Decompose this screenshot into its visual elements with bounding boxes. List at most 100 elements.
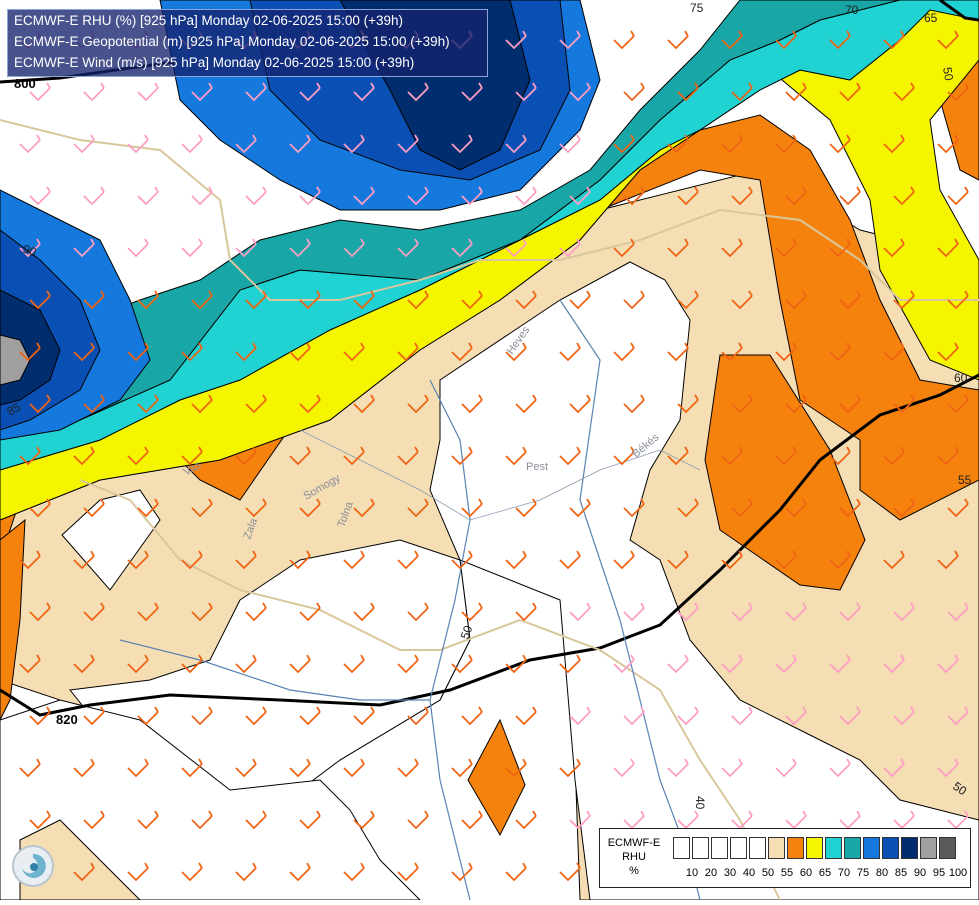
wind-barb-icon — [461, 186, 483, 206]
wind-barb-icon — [947, 394, 969, 414]
label-rh-50-mid: 50 — [458, 623, 476, 641]
legend-tick-label: 95 — [932, 867, 946, 879]
legend-tick-label: 50 — [761, 867, 775, 879]
wind-barb-icon — [731, 82, 753, 102]
wind-barb-icon — [613, 446, 635, 466]
wind-barb-icon — [181, 550, 203, 570]
wind-barb-icon — [569, 810, 591, 830]
wind-barb-icon — [29, 186, 51, 206]
label-rh-65-top: 65 — [924, 11, 938, 25]
wind-barb-icon — [775, 446, 797, 466]
wind-barb-icon — [137, 602, 159, 622]
wind-barb-icon — [235, 446, 257, 466]
wind-barb-icon — [893, 602, 915, 622]
wind-barb-icon — [677, 394, 699, 414]
wind-barb-icon — [667, 134, 689, 154]
wind-barb-icon — [343, 862, 365, 882]
wind-barb-icon — [451, 550, 473, 570]
wind-barb-icon — [893, 498, 915, 518]
label-rh-50-tr: 50 — [940, 66, 956, 82]
wind-barb-icon — [181, 654, 203, 674]
place-bekes: Békés — [630, 431, 662, 460]
rhu-band-55-60-south — [467, 718, 526, 837]
wind-barb-icon — [505, 446, 527, 466]
wind-barb-icon — [127, 550, 149, 570]
wind-barb-icon — [515, 498, 537, 518]
wind-barb-icon — [775, 550, 797, 570]
wind-barb-icon — [721, 238, 743, 258]
wind-barb-icon — [127, 862, 149, 882]
wind-barb-icon — [721, 134, 743, 154]
wind-barb-icon — [353, 82, 375, 102]
wind-barb-icon — [29, 498, 51, 518]
wind-barb-icon — [937, 758, 959, 778]
legend-tick-label: 20 — [704, 867, 718, 879]
wind-barb-icon — [461, 602, 483, 622]
wind-barb-icon — [245, 186, 267, 206]
wind-barb-icon — [569, 498, 591, 518]
wind-barb-icon — [137, 290, 159, 310]
wind-barb-icon — [461, 706, 483, 726]
wind-barb-icon — [677, 82, 699, 102]
label-geo-800: 800 — [14, 76, 36, 91]
wind-barb-icon — [559, 446, 581, 466]
wind-barb-icon — [559, 238, 581, 258]
wind-barb-icon — [829, 446, 851, 466]
wind-barb-icon — [73, 446, 95, 466]
rhu-band-55-60-east — [704, 354, 866, 591]
label-rh-55: 55 — [958, 473, 972, 487]
wind-barb-icon — [461, 498, 483, 518]
legend-swatch — [673, 837, 690, 859]
wind-barb-icon — [343, 446, 365, 466]
wind-barb-icon — [137, 186, 159, 206]
wind-barb-icon — [883, 134, 905, 154]
wind-barb-icon — [181, 446, 203, 466]
wind-barb-icon — [299, 810, 321, 830]
place-vas: Vas — [182, 459, 204, 479]
wind-barb-icon — [235, 342, 257, 362]
wind-barb-icon — [245, 498, 267, 518]
wind-barb-icon — [299, 394, 321, 414]
wind-barb-icon — [137, 394, 159, 414]
rhu-band-below-50-west — [69, 539, 471, 801]
wind-barb-icon — [451, 758, 473, 778]
wind-barb-icon — [353, 706, 375, 726]
wind-barb-icon — [299, 82, 321, 102]
wind-barb-icon — [353, 394, 375, 414]
wind-barb-icon — [137, 810, 159, 830]
wind-barb-icon — [83, 186, 105, 206]
wind-barb-icon — [29, 82, 51, 102]
wind-barb-icon — [839, 186, 861, 206]
wind-barb-icon — [19, 550, 41, 570]
label-rh-85: 85 — [5, 400, 24, 419]
wind-barb-icon — [775, 134, 797, 154]
legend-tick-label: 90 — [913, 867, 927, 879]
wind-barb-icon — [289, 862, 311, 882]
wind-barb-icon — [289, 342, 311, 362]
wind-barb-icon — [515, 186, 537, 206]
legend-tick-label: 60 — [799, 867, 813, 879]
map-title-box: ECMWF-E RHU (%) [925 hPa] Monday 02-06-2… — [7, 9, 488, 77]
wind-barb-icon — [613, 134, 635, 154]
wind-barb-icon — [829, 758, 851, 778]
wind-barb-icon — [893, 290, 915, 310]
wind-barb-icon — [775, 30, 797, 50]
wind-barb-icon — [299, 706, 321, 726]
wind-barb-icon — [461, 82, 483, 102]
wind-barb-icon — [829, 238, 851, 258]
wind-barb-icon — [407, 82, 429, 102]
wind-barb-icon — [83, 602, 105, 622]
wind-barb-icon — [451, 862, 473, 882]
wind-barb-icon — [947, 290, 969, 310]
wind-barb-icon — [505, 654, 527, 674]
rhu-band-55-60-west — [0, 518, 26, 721]
wind-barb-icon — [667, 30, 689, 50]
wind-barb-icon — [839, 602, 861, 622]
wind-barb-icon — [397, 654, 419, 674]
wind-barb-icon — [83, 394, 105, 414]
wind-barb-icon — [353, 186, 375, 206]
label-rh-70: 70 — [845, 3, 859, 17]
legend-swatch — [882, 837, 899, 859]
wind-barb-icon — [667, 654, 689, 674]
